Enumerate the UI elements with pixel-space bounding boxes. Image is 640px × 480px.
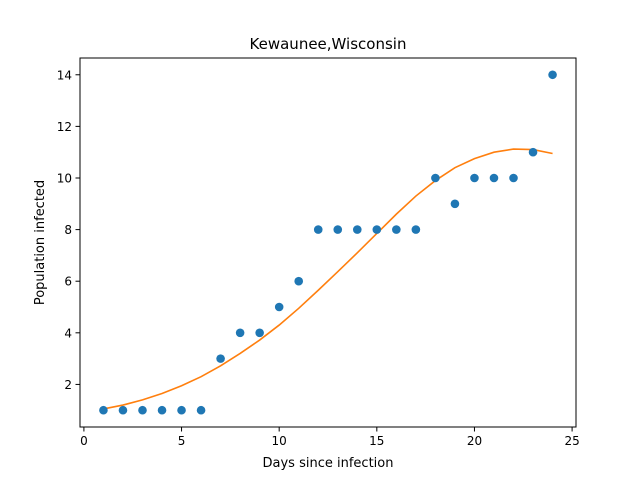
y-tick-label: 12: [57, 120, 72, 134]
y-tick-label: 2: [64, 378, 72, 392]
data-point: [177, 405, 186, 415]
data-point: [118, 405, 128, 415]
y-tick-label: 6: [64, 275, 72, 289]
data-point: [157, 405, 167, 415]
x-tick-label: 5: [178, 434, 186, 448]
x-tick-label: 20: [467, 434, 482, 448]
data-point: [196, 405, 206, 415]
data-point: [411, 225, 421, 234]
data-point: [333, 225, 343, 234]
data-point: [138, 405, 147, 415]
ticks: 0 5 10 15 20 25 2 4 6 8 10 12 14: [57, 68, 580, 448]
y-tick-label: 14: [57, 68, 72, 82]
chart-title: Kewaunee,Wisconsin: [250, 35, 407, 53]
data-point: [313, 225, 323, 234]
x-tick-label: 0: [80, 434, 88, 448]
data-point: [274, 302, 284, 312]
y-tick-label: 10: [57, 171, 72, 185]
data-point: [294, 276, 304, 286]
data-point: [216, 354, 225, 363]
data-point: [450, 199, 460, 209]
data-point: [392, 225, 401, 234]
data-point: [235, 328, 245, 338]
y-tick-label: 8: [64, 223, 72, 237]
data-point: [528, 147, 538, 157]
x-axis-label: Days since infection: [263, 456, 394, 471]
data-point: [548, 70, 557, 80]
data-point: [489, 173, 499, 183]
data-point: [431, 173, 440, 183]
axes-frame: [79, 57, 577, 428]
data-point: [255, 328, 264, 338]
y-axis-label: Population infected: [33, 180, 48, 305]
y-tick-label: 4: [64, 326, 72, 340]
data-point: [509, 173, 518, 183]
data-point: [372, 225, 382, 234]
data-point: [99, 405, 108, 415]
x-tick-label: 25: [564, 434, 579, 448]
x-tick-label: 15: [369, 434, 384, 448]
data-point: [352, 225, 362, 234]
plot-area: [99, 70, 557, 415]
data-point: [470, 173, 479, 183]
fit-line: [103, 148, 553, 410]
x-tick-label: 10: [272, 434, 287, 448]
